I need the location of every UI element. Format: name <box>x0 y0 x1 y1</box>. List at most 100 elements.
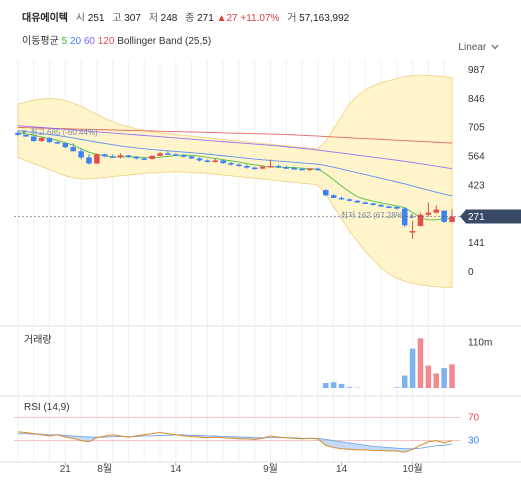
candle <box>299 167 305 171</box>
close-value: 271 <box>197 13 214 24</box>
candle-body <box>78 151 84 158</box>
volume-title: 거래량 <box>24 334 52 346</box>
candle-body <box>433 209 440 213</box>
candle <box>409 220 416 239</box>
candle-body <box>165 153 171 155</box>
candle <box>117 153 124 159</box>
candle <box>125 154 132 158</box>
candle-body <box>180 155 187 157</box>
candle-body <box>204 160 211 162</box>
candle <box>15 130 21 136</box>
candle-body <box>23 134 29 137</box>
candle-body <box>236 164 242 167</box>
y-tick-label: 564 <box>468 152 485 163</box>
y-tick-label: 705 <box>468 123 485 134</box>
high-value: 307 <box>124 13 141 24</box>
candle <box>220 159 226 164</box>
ma120-label[interactable]: 120 <box>97 36 115 47</box>
candle-body <box>362 202 368 204</box>
high-annotation: ▼ 최고 685 (-60.44%) <box>20 127 98 137</box>
volume-bar <box>441 368 447 388</box>
candle <box>346 198 353 202</box>
ma5-line <box>17 132 453 221</box>
candle <box>23 134 29 137</box>
volume-bar <box>338 383 345 388</box>
candle <box>338 196 345 200</box>
candle <box>62 142 69 149</box>
ma20-label[interactable]: 20 <box>69 36 82 47</box>
candle <box>78 148 84 160</box>
candle <box>133 156 140 160</box>
candle-body <box>141 158 147 160</box>
candle <box>315 167 321 171</box>
candle-body <box>54 142 61 144</box>
stock-name: 대유에이텍 <box>22 13 68 24</box>
candle-body <box>173 154 179 156</box>
candle-body <box>346 199 353 201</box>
candle <box>267 159 274 168</box>
candle <box>370 202 376 206</box>
volume-bar <box>330 382 337 388</box>
candle-body <box>133 156 140 159</box>
candle-body <box>409 231 416 233</box>
candle-body <box>86 157 92 164</box>
candle <box>86 154 92 165</box>
candle-body <box>125 155 132 157</box>
high-label: 고 <box>112 13 122 24</box>
ma120-line <box>17 127 453 144</box>
candle <box>354 199 361 203</box>
volume-tick-label: 110m <box>468 337 492 348</box>
scale-button-label: Linear <box>458 42 487 53</box>
candle <box>433 205 440 214</box>
rsi-tick-label: 70 <box>468 412 480 423</box>
candle-body <box>220 160 226 164</box>
scale-button[interactable]: Linear <box>458 42 499 53</box>
candle <box>149 155 155 160</box>
open-label: 시 <box>75 13 85 24</box>
volume-value: 57,163,992 <box>299 13 350 24</box>
candle <box>165 151 171 155</box>
volume-bar <box>409 348 416 388</box>
candle <box>109 154 116 158</box>
candle <box>394 206 400 210</box>
y-tick-label: 0 <box>468 267 474 278</box>
ma-legend: 이동평균 5 20 60 120 Bollinger Band (25,5) <box>22 32 211 47</box>
y-tick-label: 846 <box>468 94 485 105</box>
candle-body <box>394 206 400 209</box>
bollinger-band <box>17 74 453 288</box>
candle <box>330 194 337 199</box>
open-value: 251 <box>87 13 105 24</box>
ma60-label[interactable]: 60 <box>83 36 95 47</box>
volume-bar <box>449 364 455 388</box>
change-value: ▲27 +11.07% <box>216 13 280 24</box>
candle <box>244 164 250 169</box>
candle-body <box>251 167 258 170</box>
close-label: 종 <box>185 13 195 24</box>
candle <box>378 204 384 207</box>
volume-label: 거 <box>287 13 297 24</box>
candle <box>259 165 266 170</box>
candle <box>228 161 234 166</box>
rsi-title: RSI (14,9) <box>24 402 70 413</box>
low-label: 저 <box>148 13 158 24</box>
volume-bar <box>323 383 329 388</box>
candle <box>38 136 45 142</box>
candle <box>102 153 108 158</box>
candle <box>441 210 447 223</box>
candle <box>251 166 258 170</box>
candle-body <box>188 156 195 159</box>
candle-body <box>149 155 155 160</box>
candle <box>401 207 408 227</box>
candle <box>30 135 37 143</box>
bollinger-label[interactable]: Bollinger Band (25,5) <box>117 36 212 47</box>
candle <box>386 205 392 209</box>
chevron-down-icon <box>491 44 499 50</box>
ma5-label[interactable]: 5 <box>61 36 68 47</box>
volume-bar <box>394 387 400 388</box>
y-tick-label: 987 <box>468 65 485 76</box>
candle-body <box>46 137 53 143</box>
candle-body <box>354 200 361 203</box>
ma20-line <box>17 130 453 197</box>
candle <box>46 137 53 144</box>
